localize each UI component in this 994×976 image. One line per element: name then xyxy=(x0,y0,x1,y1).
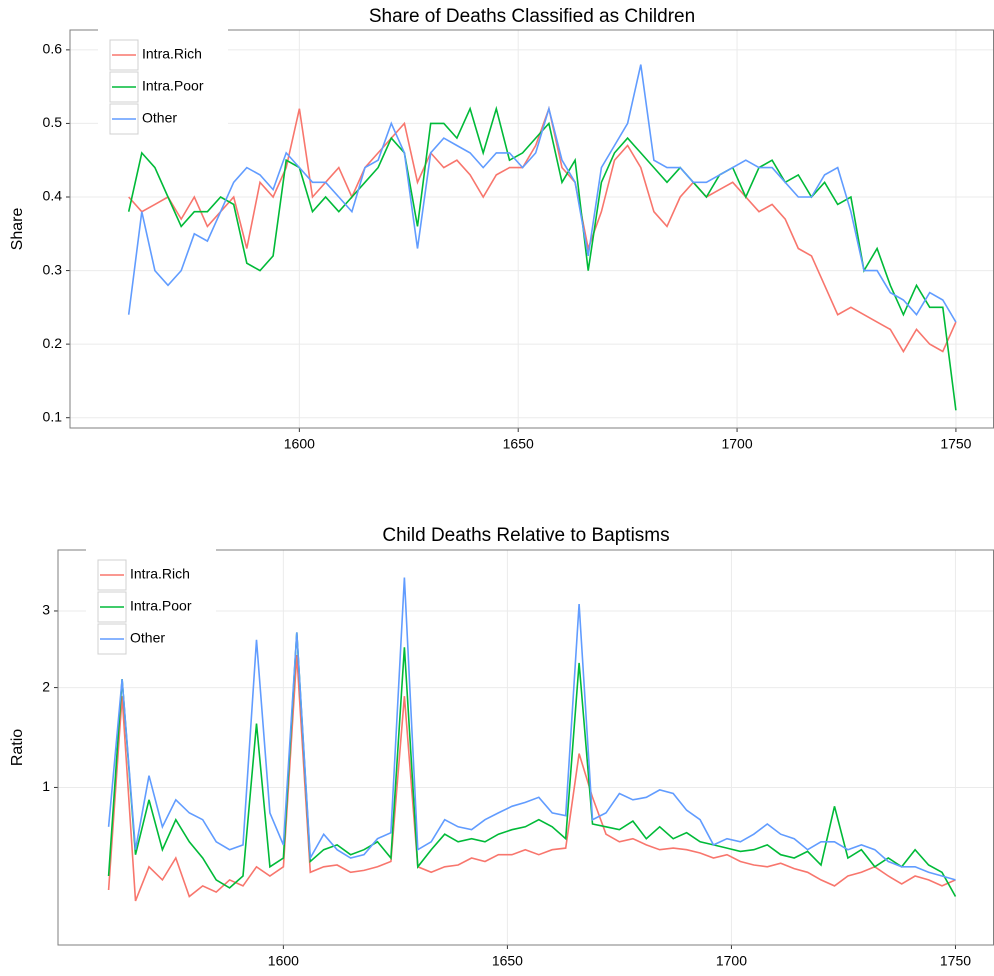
legend-label: Intra.Rich xyxy=(130,566,190,582)
y-tick-label: 1 xyxy=(42,778,50,794)
legend-label: Intra.Poor xyxy=(130,598,192,614)
x-tick-label: 1750 xyxy=(940,436,971,452)
y-tick-label: 0.2 xyxy=(43,335,63,351)
series-line xyxy=(107,654,956,902)
y-tick-label: 3 xyxy=(42,602,50,618)
series-line xyxy=(107,632,957,897)
y-tick-label: 0.6 xyxy=(43,41,63,57)
chart-title: Share of Deaths Classified as Children xyxy=(369,6,695,27)
legend: Intra.Rich Intra.Poor Other xyxy=(98,28,228,148)
x-tick-label: 1600 xyxy=(284,436,315,452)
panel: 0.1 0.2 0.3 0.4 0.5 0.6 1600 1650 1700 1750 Share … xyxy=(9,6,994,452)
x-tick-label: 1600 xyxy=(268,953,299,969)
y-tick-label: 2 xyxy=(42,678,50,694)
legend-label: Other xyxy=(142,110,177,126)
y-axis-label: Share xyxy=(9,208,26,251)
x-tick-label: 1650 xyxy=(492,953,523,969)
legend-label: Other xyxy=(130,630,165,646)
legend: Intra.Rich Intra.Poor Other xyxy=(86,548,216,668)
x-tick-label: 1650 xyxy=(503,436,534,452)
series-line xyxy=(107,577,956,881)
series-line xyxy=(128,105,957,354)
chart-title: Child Deaths Relative to Baptisms xyxy=(382,525,669,546)
y-axis-label: Ratio xyxy=(9,729,26,766)
x-tick-label: 1750 xyxy=(940,953,971,969)
panel: 1 2 3 1600 1650 1700 1750 Child Deaths Relative… xyxy=(9,525,994,969)
series-line xyxy=(127,64,957,323)
legend-label: Intra.Poor xyxy=(142,78,204,94)
y-tick-label: 0.3 xyxy=(43,261,63,277)
legend-label: Intra.Rich xyxy=(142,46,202,62)
y-tick-label: 0.4 xyxy=(43,188,63,204)
x-tick-label: 1700 xyxy=(716,953,747,969)
y-tick-label: 0.1 xyxy=(43,408,63,424)
y-tick-label: 0.5 xyxy=(43,114,63,130)
x-tick-label: 1700 xyxy=(721,436,752,452)
